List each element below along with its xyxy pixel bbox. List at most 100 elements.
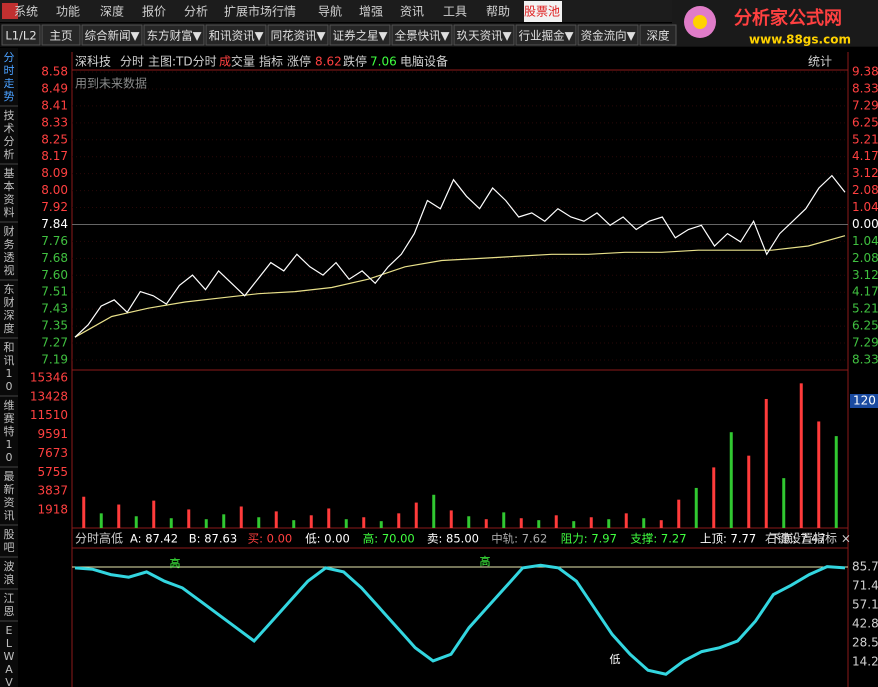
volume-label: 1918 — [37, 503, 68, 517]
volume-bar — [572, 521, 576, 528]
toolbar-label[interactable]: 同花资讯▼ — [271, 29, 326, 43]
volume-bar — [152, 500, 156, 528]
toolbar-label[interactable]: 行业掘金▼ — [519, 29, 574, 43]
percent-label: 9.38% — [852, 65, 878, 79]
price-label: 7.19 — [41, 353, 68, 367]
menu-item[interactable]: 增强 — [359, 5, 383, 19]
percent-label: 8.33% — [852, 353, 878, 367]
volume-bar — [834, 436, 838, 528]
volume-label: 5755 — [37, 465, 68, 479]
toolbar-button[interactable] — [515, 24, 577, 46]
indicator-settings[interactable]: 右键设置指标 × — [765, 531, 851, 546]
sidebar-tab[interactable]: 和讯 1 0 — [4, 341, 15, 393]
menu-item[interactable]: 扩展市场行情 — [224, 4, 296, 19]
volume-bar — [467, 516, 471, 528]
sidebar-tab[interactable]: 最新资讯 — [4, 470, 15, 522]
indicator-field: 上顶: 7.77 — [700, 532, 756, 546]
volume-bar — [747, 455, 751, 528]
toolbar-label[interactable]: L1/L2 — [5, 29, 36, 43]
menu-item[interactable]: 分析 — [184, 5, 208, 19]
menu-item[interactable]: 帮助 — [486, 5, 510, 19]
stats-button[interactable]: 统计 — [808, 55, 832, 69]
header-text: 跌停 — [343, 54, 367, 69]
sidebar-tab[interactable]: 东财深度 — [4, 283, 15, 335]
volume-bar — [99, 513, 103, 528]
sidebar-tab[interactable]: 维赛特 1 0 — [4, 399, 15, 464]
toolbar-label[interactable]: 深度 — [647, 29, 670, 43]
sidebar-tab[interactable]: 技术分析 — [4, 109, 15, 161]
header-text: 电脑设备 — [400, 55, 448, 69]
toolbar-button[interactable] — [453, 24, 515, 46]
volume-bar — [782, 478, 786, 528]
toolbar-button[interactable] — [577, 24, 639, 46]
price-label: 7.51 — [41, 285, 68, 299]
menu-item[interactable]: 资讯 — [400, 5, 424, 19]
sidebar-tab[interactable]: ELWAVE — [4, 624, 15, 687]
percent-label: 3.12% — [852, 268, 878, 282]
volume-bar — [712, 467, 716, 528]
percent-label: 4.17% — [852, 285, 878, 299]
volume-label: 9591 — [37, 427, 68, 441]
price-label: 7.84 — [41, 217, 68, 231]
sidebar-tab[interactable]: 基本资料 — [4, 167, 15, 219]
menu-item[interactable]: 导航 — [318, 4, 342, 19]
header-text: 指标 — [259, 54, 283, 69]
volume-bar — [432, 494, 436, 528]
percent-label: 6.25% — [852, 115, 878, 129]
percent-label: 0.00% — [852, 217, 878, 231]
toolbar-button[interactable] — [1, 24, 41, 46]
header-text: 8.62 — [315, 55, 342, 69]
price-label: 7.76 — [41, 234, 68, 248]
header-text: 涨停 — [287, 54, 311, 69]
volume-bar — [204, 519, 208, 528]
indicator-field: A: 87.42 — [130, 532, 178, 546]
sidebar-tab[interactable]: 股吧 — [4, 528, 15, 554]
sidebar-tab[interactable]: 财务透视 — [4, 224, 15, 277]
price-label: 8.09 — [41, 166, 68, 180]
toolbar-button[interactable] — [391, 24, 453, 46]
menu-item[interactable]: 报价 — [142, 4, 166, 19]
toolbar-button[interactable] — [41, 24, 81, 46]
indicator-label: 85.7 — [852, 560, 878, 574]
toolbar-button[interactable] — [143, 24, 205, 46]
cursor-box — [850, 394, 878, 408]
menu-item[interactable]: 深度 — [100, 4, 124, 19]
percent-label: 1.04% — [852, 234, 878, 248]
toolbar-label[interactable]: 东方财富▼ — [147, 29, 202, 43]
toolbar-label[interactable]: 主页 — [50, 29, 73, 43]
menu-item[interactable]: 功能 — [56, 5, 80, 19]
menu-item[interactable]: 股票池 — [524, 5, 560, 19]
volume-bar — [379, 521, 383, 528]
volume-bar — [554, 515, 558, 528]
volume-bar — [239, 506, 243, 528]
sidebar-tab[interactable]: 分时走势 — [4, 51, 15, 103]
toolbar-button[interactable] — [81, 24, 143, 46]
menu-item[interactable]: 工具 — [443, 5, 467, 19]
volume-bar — [169, 518, 173, 528]
indicator-field: 支撑: 7.27 — [630, 532, 686, 546]
volume-bar — [362, 517, 366, 528]
sidebar-tab[interactable]: 江恩 — [4, 592, 15, 618]
price-label: 7.35 — [41, 319, 68, 333]
volume-bar — [257, 517, 261, 528]
toolbar-button[interactable] — [205, 24, 267, 46]
header-text: 主图:TD分时 — [148, 55, 217, 69]
volume-bar — [729, 432, 733, 528]
toolbar-label[interactable]: 和讯资讯▼ — [209, 29, 264, 43]
toolbar-label[interactable]: 资金流向▼ — [581, 29, 636, 43]
menu-item[interactable]: 系统 — [14, 5, 38, 19]
volume-label: 3837 — [37, 484, 68, 498]
toolbar-label[interactable]: 全景快讯▼ — [395, 29, 450, 43]
warning: 用到未来数据 — [75, 76, 147, 91]
toolbar-label[interactable]: 玖天资讯▼ — [457, 29, 512, 43]
toolbar-label[interactable]: 综合新闻▼ — [85, 29, 140, 43]
toolbar-label[interactable]: 证券之星▼ — [333, 29, 388, 43]
sidebar-tab[interactable]: 波浪 — [4, 560, 15, 586]
volume-bar — [624, 513, 628, 528]
toolbar-button[interactable] — [639, 24, 677, 46]
toolbar-button[interactable] — [267, 24, 329, 46]
price-label: 8.00 — [41, 183, 68, 197]
toolbar-button[interactable] — [329, 24, 391, 46]
volume-bar — [502, 512, 506, 528]
